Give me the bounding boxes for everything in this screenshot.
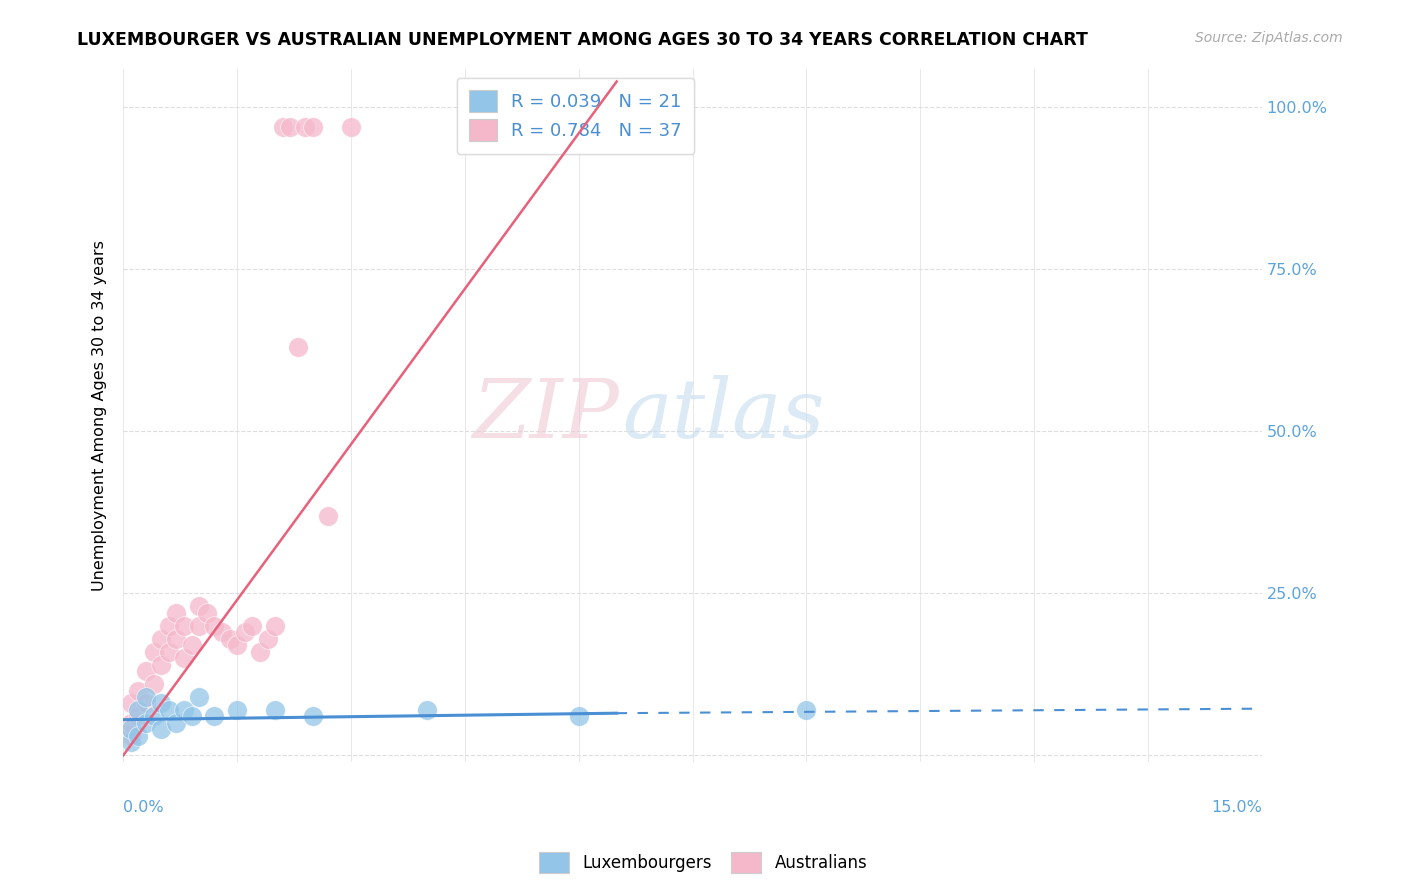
- Point: [120, 723, 142, 737]
- Point: [150, 657, 173, 672]
- Point: [165, 632, 187, 646]
- Point: [188, 618, 211, 632]
- Point: [180, 709, 202, 723]
- Point: [142, 709, 165, 723]
- Point: [173, 703, 195, 717]
- Point: [135, 697, 157, 711]
- Point: [157, 703, 180, 717]
- Point: [240, 618, 263, 632]
- Point: [180, 638, 202, 652]
- Point: [249, 645, 271, 659]
- Point: [127, 703, 149, 717]
- Point: [135, 690, 157, 704]
- Point: [142, 645, 165, 659]
- Point: [202, 618, 225, 632]
- Point: [202, 709, 225, 723]
- Point: [416, 703, 439, 717]
- Point: [157, 618, 180, 632]
- Point: [340, 120, 363, 134]
- Point: [135, 664, 157, 678]
- Point: [195, 606, 218, 620]
- Y-axis label: Unemployment Among Ages 30 to 34 years: Unemployment Among Ages 30 to 34 years: [93, 240, 107, 591]
- Point: [120, 715, 142, 730]
- Point: [264, 618, 287, 632]
- Point: [173, 618, 195, 632]
- Point: [256, 632, 278, 646]
- Legend: R = 0.039   N = 21, R = 0.784   N = 37: R = 0.039 N = 21, R = 0.784 N = 37: [457, 78, 695, 154]
- Point: [316, 508, 339, 523]
- Point: [150, 697, 173, 711]
- Legend: Luxembourgers, Australians: Luxembourgers, Australians: [531, 846, 875, 880]
- Point: [127, 729, 149, 743]
- Text: 0.0%: 0.0%: [124, 800, 165, 815]
- Point: [188, 599, 211, 614]
- Point: [150, 723, 173, 737]
- Point: [226, 638, 249, 652]
- Point: [278, 120, 301, 134]
- Point: [218, 632, 240, 646]
- Point: [127, 709, 149, 723]
- Point: [302, 120, 325, 134]
- Point: [120, 697, 142, 711]
- Text: atlas: atlas: [621, 376, 824, 455]
- Point: [188, 690, 211, 704]
- Point: [120, 735, 142, 749]
- Point: [120, 729, 142, 743]
- Point: [173, 651, 195, 665]
- Point: [165, 606, 187, 620]
- Point: [271, 120, 294, 134]
- Point: [294, 120, 316, 134]
- Point: [127, 683, 149, 698]
- Point: [264, 703, 287, 717]
- Text: ZIP: ZIP: [471, 376, 619, 455]
- Point: [142, 677, 165, 691]
- Point: [135, 715, 157, 730]
- Point: [157, 645, 180, 659]
- Point: [302, 709, 325, 723]
- Point: [568, 709, 591, 723]
- Point: [287, 340, 309, 354]
- Point: [796, 703, 818, 717]
- Point: [233, 625, 256, 640]
- Point: [150, 632, 173, 646]
- Point: [226, 703, 249, 717]
- Text: LUXEMBOURGER VS AUSTRALIAN UNEMPLOYMENT AMONG AGES 30 TO 34 YEARS CORRELATION CH: LUXEMBOURGER VS AUSTRALIAN UNEMPLOYMENT …: [77, 31, 1088, 49]
- Text: 15.0%: 15.0%: [1211, 800, 1261, 815]
- Point: [211, 625, 233, 640]
- Text: Source: ZipAtlas.com: Source: ZipAtlas.com: [1195, 31, 1343, 45]
- Point: [165, 715, 187, 730]
